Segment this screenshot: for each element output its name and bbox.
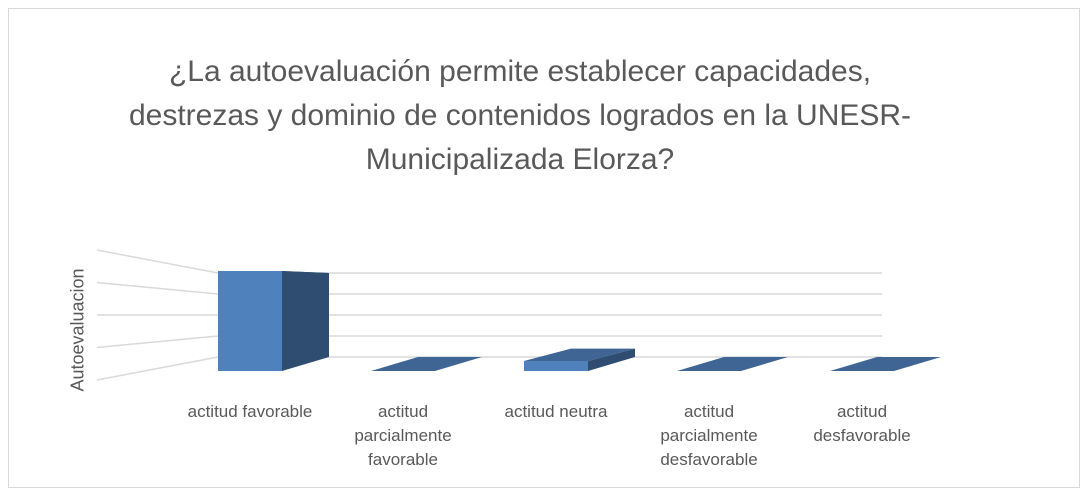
grid-line [96,249,882,274]
x-tick-label: actitud favorable [187,402,313,421]
bar-side [588,348,635,371]
bar-top [371,357,482,371]
bar-side [282,271,329,371]
x-tick-label: actitud parcialmente desfavorable [660,402,758,469]
bar-top [830,357,941,371]
chart-title: ¿La autoevaluación permite establecer ca… [128,55,912,176]
chart-frame [8,8,1080,488]
grid-line [96,281,882,295]
grid-line [96,335,882,349]
x-tick-label: actitud parcialmente favorable [354,402,452,469]
bar [524,361,588,371]
x-tick-label: actitud desfavorable [813,402,911,445]
bar-top [524,348,635,361]
x-tick-label: actitud neutra [504,402,608,421]
bar-top [677,357,788,371]
y-axis-label: Autoevaluacion [67,268,88,392]
bar [218,271,282,371]
